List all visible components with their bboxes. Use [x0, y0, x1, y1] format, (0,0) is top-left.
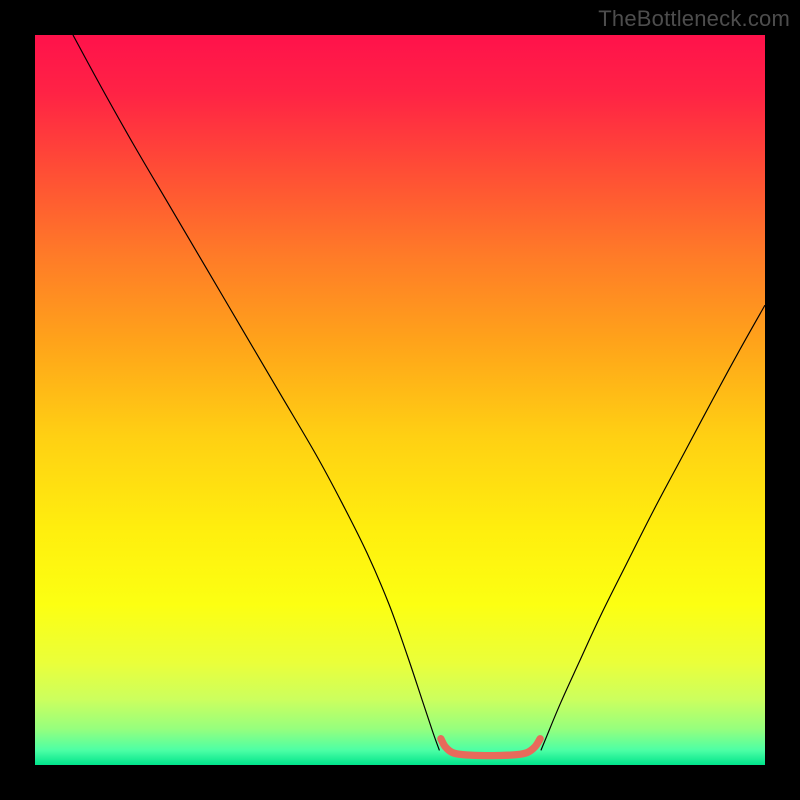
right-curve: [541, 305, 765, 750]
valley-marker: [441, 739, 540, 756]
frame-border-bottom: [0, 765, 800, 800]
curves-layer: [35, 35, 765, 765]
frame-border-left: [0, 0, 35, 800]
watermark-text: TheBottleneck.com: [598, 6, 790, 32]
plot-area: [35, 35, 765, 765]
chart-frame: TheBottleneck.com: [0, 0, 800, 800]
left-curve: [73, 35, 439, 750]
frame-border-right: [765, 0, 800, 800]
